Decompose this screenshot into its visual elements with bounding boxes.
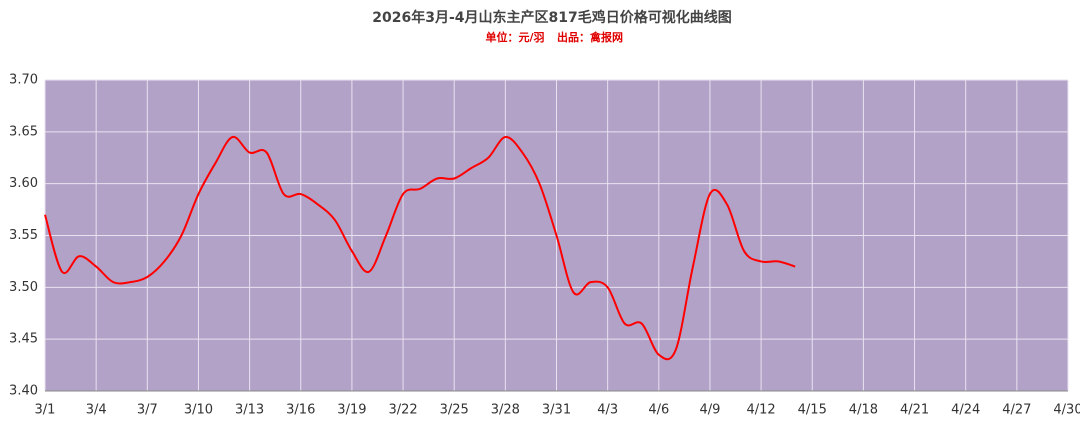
chart-subtitle: 单位：元/羽	[485, 30, 544, 44]
x-tick-label: 3/16	[286, 403, 315, 418]
y-tick-label: 3.65	[9, 124, 38, 139]
x-tick-label: 4/27	[1002, 403, 1031, 418]
x-tick-label: 3/19	[337, 403, 366, 418]
x-tick-label: 3/22	[388, 403, 417, 418]
x-tick-label: 3/13	[235, 403, 264, 418]
x-tick-label: 4/12	[746, 403, 775, 418]
x-tick-label: 4/30	[1053, 403, 1080, 418]
x-tick-label: 3/31	[542, 403, 571, 418]
x-tick-label: 3/1	[35, 403, 56, 418]
y-tick-label: 3.50	[9, 280, 38, 295]
x-tick-label: 4/9	[699, 403, 720, 418]
x-tick-label: 4/6	[648, 403, 669, 418]
x-tick-label: 3/10	[184, 403, 213, 418]
x-tick-label: 3/25	[440, 403, 469, 418]
chart-subtitle: 出品：禽报网	[557, 30, 623, 44]
y-tick-label: 3.60	[9, 176, 38, 191]
x-tick-label: 4/3	[597, 403, 618, 418]
x-tick-label: 4/15	[798, 403, 827, 418]
x-tick-label: 4/24	[951, 403, 980, 418]
y-tick-label: 3.40	[9, 384, 38, 399]
price-line	[44, 136, 796, 361]
y-tick-label: 3.70	[9, 73, 38, 88]
x-tick-label: 3/4	[86, 403, 107, 418]
y-tick-label: 3.45	[9, 332, 38, 347]
x-tick-label: 3/28	[491, 403, 520, 418]
chart-title: 2026年3月-4月山东主产区817毛鸡日价格可视化曲线图	[372, 9, 731, 26]
x-tick-label: 4/21	[900, 403, 929, 418]
y-tick-label: 3.55	[9, 228, 38, 243]
x-tick-label: 3/7	[137, 403, 158, 418]
x-tick-label: 4/18	[849, 403, 878, 418]
